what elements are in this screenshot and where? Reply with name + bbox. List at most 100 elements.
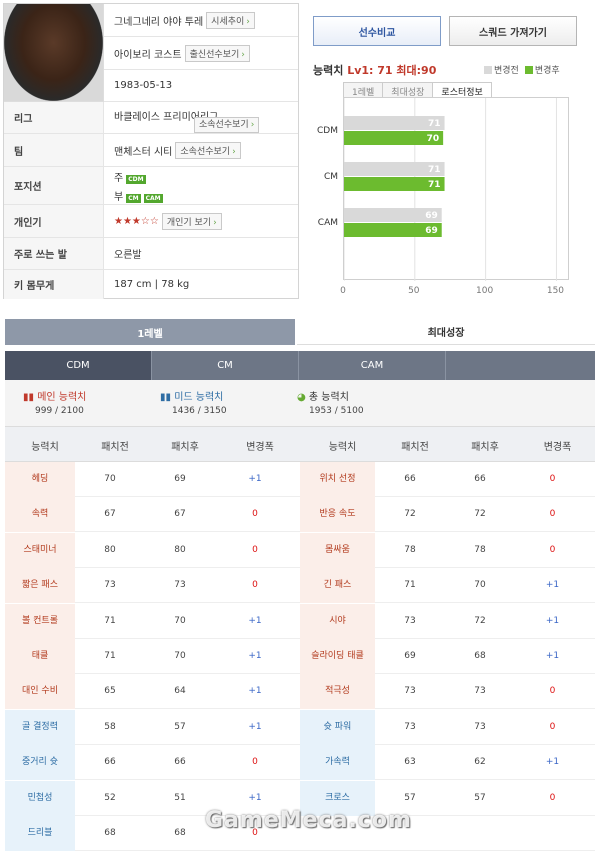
bar-value-label: 70 (427, 134, 440, 144)
stat-diff: +1 (545, 651, 560, 661)
chevron-right-icon: › (250, 119, 255, 130)
skill-label: 개인기 (4, 205, 104, 238)
summary-total: ◕ 총 능력치 1953 / 5100 (297, 392, 364, 416)
stat-after: 67 (174, 509, 186, 520)
stat-after: 62 (474, 757, 486, 768)
stat-after: 64 (174, 686, 186, 697)
stat-before: 67 (104, 509, 116, 520)
table-row: 대인 수비 65 64 +1 적극성 73 73 0 (5, 674, 595, 710)
x-tick-label: 150 (547, 286, 564, 296)
stat-after: 70 (474, 580, 486, 591)
tab-level1[interactable]: 1레벨 (5, 319, 295, 345)
position-row: 주 CDM 부 CM CAM (104, 167, 298, 205)
table-row: 속력 67 67 0 반응 속도 72 72 0 (5, 497, 595, 533)
player-compare-button[interactable]: 선수비교 (313, 16, 441, 46)
stat-name: 반응 속도 (300, 497, 375, 533)
stat-before: 73 (404, 615, 416, 626)
position-label: 포지션 (4, 167, 104, 205)
stat-before: 69 (404, 651, 416, 661)
chart-subtabs: 1레벨 최대성장 로스터정보 (343, 82, 492, 101)
stat-name: 골 결정력 (5, 709, 75, 745)
x-tick-label: 0 (340, 286, 346, 296)
table-row: 골 결정력 58 57 +1 슛 파워 73 73 0 (5, 709, 595, 745)
chevron-right-icon: › (232, 146, 236, 157)
stat-after: 68 (174, 828, 186, 838)
position-ability-chart: 71 70 71 71 69 69 (343, 97, 569, 281)
stat-diff: +1 (248, 651, 262, 661)
position-badge-sub: CAM (143, 193, 163, 203)
position-tab-empty (446, 351, 593, 380)
stat-before: 78 (404, 544, 416, 555)
stat-diff: 0 (252, 580, 258, 591)
stat-before: 58 (104, 721, 116, 732)
bar-chart-icon: ▮▮ (160, 392, 172, 403)
player-name-row: 그네그네리 야야 투레 시세추이 › (104, 4, 298, 37)
position-tab-cam[interactable]: CAM (299, 351, 446, 380)
stat-name: 적극성 (300, 674, 375, 710)
stat-name: 민첩성 (5, 780, 75, 816)
tab-max-growth[interactable]: 최대성장 (297, 319, 595, 345)
table-row: 헤딩 70 69 +1 위치 선정 66 66 0 (5, 462, 595, 497)
chevron-right-icon: › (213, 217, 217, 228)
chart-svg: 71 70 71 71 69 69 (343, 98, 557, 281)
foot-row: 오른발 (104, 238, 298, 270)
summary-mid: ▮▮ 미드 능력치 1436 / 3150 (160, 392, 227, 416)
player-photo (4, 4, 104, 102)
position-tab-cm[interactable]: CM (152, 351, 299, 380)
stat-diff: 0 (549, 686, 556, 697)
stat-name: 중거리 슛 (5, 745, 75, 781)
main-position-label: 주 (114, 172, 124, 184)
bar-before (344, 208, 442, 222)
bar-chart-icon: ▮▮ (23, 392, 35, 403)
stat-before: 71 (404, 580, 416, 591)
stat-before: 70 (104, 474, 116, 484)
stat-after: 72 (474, 615, 486, 626)
table-row: 볼 컨트롤 71 70 +1 시야 73 72 +1 (5, 603, 595, 639)
stat-after: 72 (474, 509, 486, 520)
height-weight-value: 187 cm | 78 kg (114, 279, 190, 290)
bar-after (344, 131, 444, 145)
bar-value-label: 69 (425, 226, 438, 236)
table-header-cell: 패치후 (171, 441, 199, 453)
league-players-button[interactable]: 소속선수보기 › (194, 116, 260, 133)
stat-before: 71 (104, 615, 116, 626)
stat-diff: +1 (248, 792, 262, 803)
stat-name: 헤딩 (5, 462, 75, 497)
stat-after: 70 (174, 651, 186, 661)
team-players-button[interactable]: 소속선수보기 › (175, 141, 241, 159)
skill-view-button[interactable]: 개인기 보기 › (161, 212, 222, 230)
position-tab-cdm[interactable]: CDM (5, 351, 152, 380)
stat-name: 크로스 (300, 780, 375, 816)
stat-after: 70 (174, 615, 186, 626)
stat-after: 73 (474, 686, 486, 697)
stat-diff: +1 (248, 686, 262, 697)
stats-table-header: 능력치 패치전 패치후 변경폭 능력치 패치전 패치후 변경폭 (5, 426, 595, 462)
nation-players-button[interactable]: 출신선수보기 › (184, 44, 250, 62)
x-tick-label: 100 (476, 286, 493, 296)
stat-diff: 0 (252, 757, 258, 768)
stat-after: 57 (174, 721, 186, 732)
chart-axis-labels: CDM CM CAM 0 50 100 150 (317, 126, 564, 296)
ability-summary-bar: ▮▮ 메인 능력치 999 / 2100 ▮▮ 미드 능력치 1436 / 31… (5, 380, 595, 426)
price-trend-button[interactable]: 시세추이 › (206, 11, 255, 29)
stat-after: 80 (174, 544, 186, 555)
stat-diff: +1 (545, 580, 560, 591)
table-row: 스태미너 80 80 0 몸싸움 78 78 0 (5, 532, 595, 568)
stat-before: 65 (104, 686, 116, 697)
ability-summary: 능력치 Lv1: 71 최대:90 (313, 62, 436, 78)
table-row: 짧은 패스 73 73 0 긴 패스 71 70 +1 (5, 568, 595, 604)
skill-stars: ★★★☆☆ (114, 215, 159, 227)
squad-import-button[interactable]: 스쿼드 가져가기 (449, 16, 577, 46)
stat-name: 태클 (5, 639, 75, 674)
team-value: 맨체스터 시티 (114, 146, 173, 158)
skill-row: ★★★☆☆ 개인기 보기 › (104, 205, 298, 238)
chart-legend: 변경전 변경후 (484, 63, 560, 76)
table-header-cell: 패치후 (471, 441, 499, 453)
stat-before: 57 (404, 792, 416, 803)
stat-diff: +1 (248, 721, 262, 732)
category-label: CM (324, 172, 338, 182)
stat-diff: 0 (549, 544, 556, 555)
stat-after: 66 (174, 757, 186, 768)
player-nation: 아이보리 코스트 (114, 49, 182, 61)
legend-after: 변경후 (524, 63, 560, 76)
